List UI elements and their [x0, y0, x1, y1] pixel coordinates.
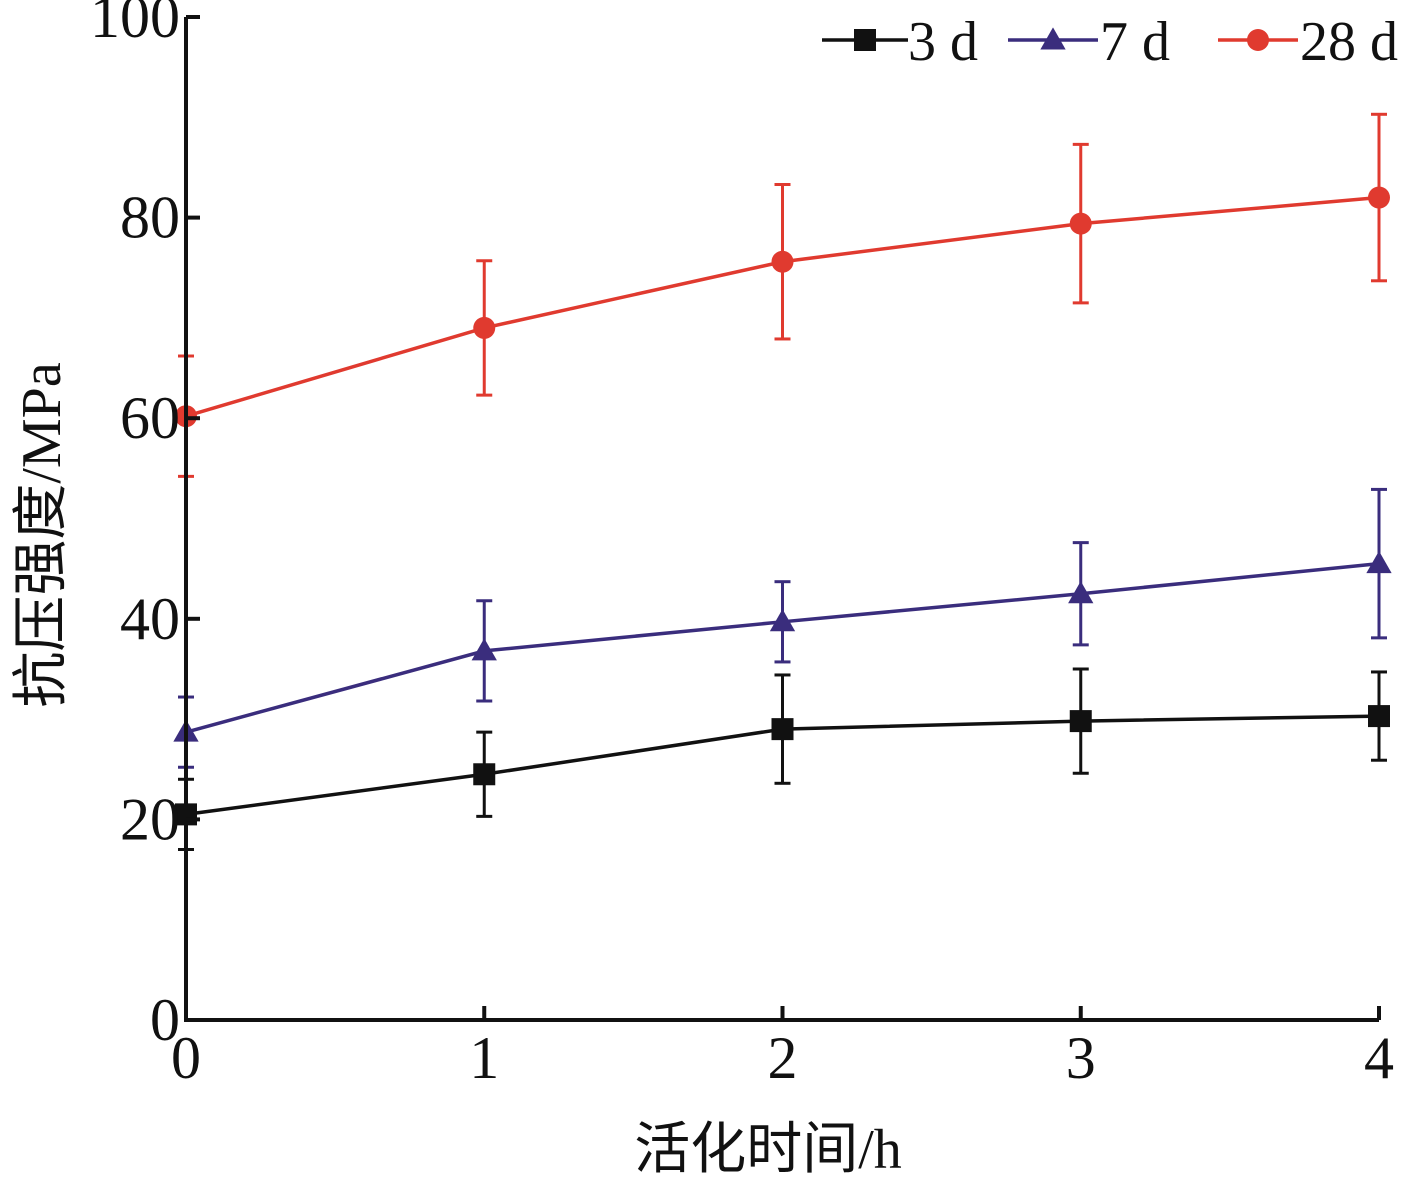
legend-marker	[1247, 29, 1269, 51]
x-tick-label: 4	[1364, 1025, 1394, 1091]
series-layer	[173, 186, 1392, 826]
y-axis-title: 抗压强度/MPa	[11, 362, 73, 707]
y-tick-label: 80	[120, 185, 180, 251]
legend-label: 28 d	[1300, 11, 1398, 73]
y-tick-label: 0	[150, 987, 180, 1053]
data-point	[1366, 550, 1392, 574]
data-point	[471, 638, 497, 661]
data-point	[1368, 186, 1390, 209]
x-tick-label: 2	[768, 1025, 798, 1091]
data-point	[473, 316, 496, 339]
x-tick-label: 3	[1066, 1025, 1096, 1091]
y-tick-label: 40	[120, 586, 180, 652]
legend-label: 3 d	[908, 11, 978, 73]
data-point	[1069, 710, 1092, 733]
data-point	[473, 763, 496, 786]
legend-item: 3 d	[822, 11, 978, 73]
y-tick-label: 60	[120, 385, 180, 451]
legend: 3 d 7 d 28 d	[822, 11, 1398, 73]
data-point	[771, 718, 794, 741]
legend-marker	[1040, 27, 1066, 50]
x-axis-title: 活化时间/h	[634, 1119, 902, 1181]
y-tick-label: 20	[120, 786, 180, 852]
data-point	[1069, 212, 1092, 235]
legend-label: 7 d	[1100, 11, 1170, 73]
y-tick-label: 100	[90, 0, 180, 50]
data-point	[1068, 581, 1094, 604]
legend-marker	[854, 29, 876, 51]
legend-item: 7 d	[1008, 11, 1170, 73]
data-point	[769, 609, 796, 632]
data-point	[771, 250, 794, 273]
data-point	[1368, 705, 1390, 728]
x-tick-label: 1	[469, 1025, 499, 1091]
x-tick-label: 0	[171, 1025, 201, 1091]
legend-item: 28 d	[1218, 11, 1398, 73]
axes-layer: 0 20 40 60 80 100 0 1 2 3 4	[90, 0, 1394, 1091]
